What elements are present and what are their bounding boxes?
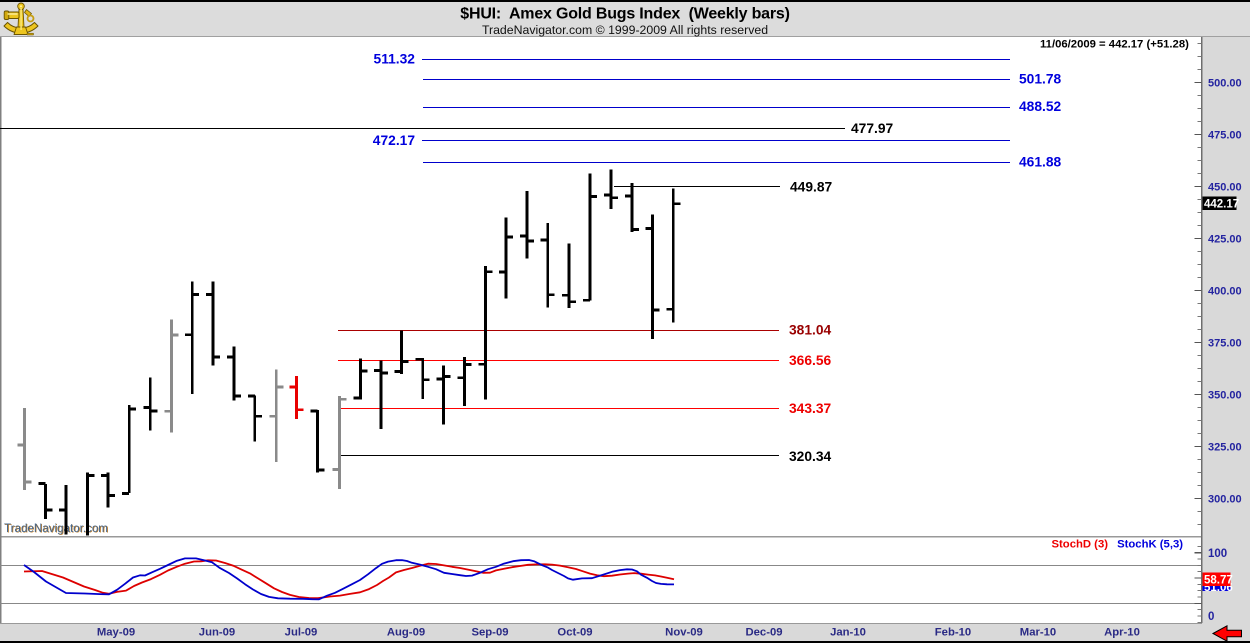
svg-text:StochD (3): StochD (3) <box>1052 539 1109 551</box>
svg-text:475.00: 475.00 <box>1208 130 1242 142</box>
svg-text:501.78: 501.78 <box>1019 72 1062 87</box>
svg-text:477.97: 477.97 <box>851 121 894 136</box>
svg-text:Aug-09: Aug-09 <box>387 627 425 639</box>
svg-text:381.04: 381.04 <box>789 323 832 338</box>
svg-text:425.00: 425.00 <box>1208 234 1242 246</box>
svg-text:450.00: 450.00 <box>1208 182 1242 194</box>
svg-text:Dec-09: Dec-09 <box>745 627 782 639</box>
svg-text:375.00: 375.00 <box>1208 338 1242 350</box>
svg-text:472.17: 472.17 <box>373 133 416 148</box>
svg-text:449.87: 449.87 <box>790 180 833 195</box>
svg-text:343.37: 343.37 <box>789 401 832 416</box>
svg-text:Oct-09: Oct-09 <box>557 627 592 639</box>
svg-text:100: 100 <box>1208 548 1227 560</box>
svg-text:Nov-09: Nov-09 <box>665 627 703 639</box>
svg-text:TradeNavigator.com: TradeNavigator.com <box>5 523 109 536</box>
svg-text:StochK (5,3): StochK (5,3) <box>1117 539 1183 551</box>
svg-text:Sep-09: Sep-09 <box>471 627 508 639</box>
svg-text:May-09: May-09 <box>97 627 135 639</box>
svg-text:500.00: 500.00 <box>1208 78 1242 90</box>
svg-text:11/06/2009 = 442.17 (+51.28): 11/06/2009 = 442.17 (+51.28) <box>1040 39 1189 51</box>
svg-text:511.32: 511.32 <box>374 52 416 67</box>
svg-text:400.00: 400.00 <box>1208 286 1242 298</box>
svg-text:$HUI: Amex Gold Bugs Index (: $HUI: Amex Gold Bugs Index (Weekly bars) <box>460 6 789 23</box>
svg-text:Jun-09: Jun-09 <box>199 627 235 639</box>
svg-text:Apr-10: Apr-10 <box>1104 627 1140 639</box>
svg-text:350.00: 350.00 <box>1208 390 1242 402</box>
svg-text:Jan-10: Jan-10 <box>830 627 866 639</box>
svg-text:442.17: 442.17 <box>1204 198 1239 210</box>
svg-text:TradeNavigator.com © 1999-2009: TradeNavigator.com © 1999-2009 All right… <box>482 23 768 37</box>
svg-text:58.77: 58.77 <box>1204 574 1233 586</box>
svg-text:0: 0 <box>1208 611 1214 623</box>
svg-text:488.52: 488.52 <box>1019 99 1062 114</box>
svg-text:Feb-10: Feb-10 <box>935 627 971 639</box>
svg-text:Mar-10: Mar-10 <box>1020 627 1056 639</box>
svg-text:TradeNavigator.com: TradeNavigator.com <box>4 522 108 535</box>
svg-text:Jul-09: Jul-09 <box>285 627 318 639</box>
svg-text:300.00: 300.00 <box>1208 494 1242 506</box>
svg-text:320.34: 320.34 <box>789 449 832 464</box>
svg-text:366.56: 366.56 <box>789 353 832 368</box>
svg-text:461.88: 461.88 <box>1019 155 1062 170</box>
svg-text:325.00: 325.00 <box>1208 442 1242 454</box>
